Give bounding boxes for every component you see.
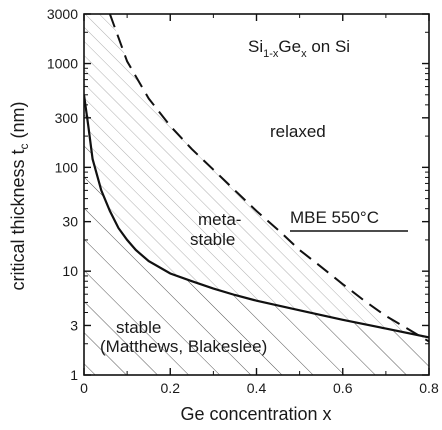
x-tick-label: 0.4 xyxy=(247,380,267,396)
y-tick-label: 1 xyxy=(70,367,78,383)
y-tick-label: 300 xyxy=(55,110,79,126)
metastable-label-line1: meta- xyxy=(198,210,241,229)
material-label: Si1-xGex on Si xyxy=(248,37,350,60)
y-tick-label: 3 xyxy=(70,317,78,333)
y-tick-label: 30 xyxy=(62,214,78,230)
mbe-550-line xyxy=(108,14,429,343)
x-tick-label: 0.8 xyxy=(419,380,439,396)
relaxed-label: relaxed xyxy=(270,122,326,141)
y-axis-label: critical thickness tc (nm) xyxy=(8,101,31,290)
y-tick-label: 10 xyxy=(62,263,78,279)
x-tick-label: 0.2 xyxy=(161,380,181,396)
metastable-region xyxy=(84,14,429,342)
x-axis-label: Ge concentration x xyxy=(180,404,331,424)
stable-label: stable xyxy=(116,318,161,337)
mbe-label: MBE 550°C xyxy=(290,208,379,227)
metastable-label-line2: stable xyxy=(190,230,235,249)
y-tick-label: 1000 xyxy=(47,56,78,72)
stable-region xyxy=(84,94,429,375)
x-tick-label: 0.6 xyxy=(333,380,353,396)
matthews-blakeslee-line xyxy=(84,94,429,339)
stable-ref-label: (Matthews, Blakeslee) xyxy=(100,337,267,356)
y-tick-label: 3000 xyxy=(47,6,78,22)
y-tick-label: 100 xyxy=(55,159,79,175)
x-tick-label: 0 xyxy=(80,380,88,396)
